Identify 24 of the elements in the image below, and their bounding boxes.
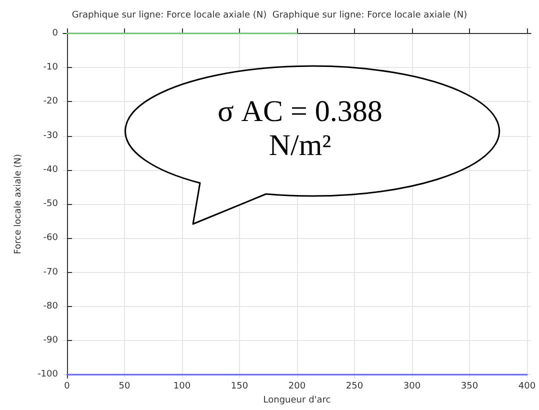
x-tick-label: 200: [288, 382, 306, 392]
y-tick-label: -50: [43, 199, 58, 210]
x-tick-label: 100: [173, 382, 191, 392]
y-tick-label: -10: [43, 62, 58, 73]
y-tick-label: -30: [43, 130, 58, 141]
x-axis-title: Longueur d'arc: [263, 396, 331, 406]
x-tick-label: 350: [460, 382, 478, 392]
y-tick-label: -40: [43, 164, 58, 175]
x-tick-label: 150: [230, 382, 248, 392]
y-tick-label: -100: [38, 370, 58, 380]
y-tick-label: -70: [43, 267, 58, 278]
y-axis-title: Force locale axiale (N): [14, 154, 24, 254]
y-tick-label: 0: [52, 28, 58, 38]
y-tick-label: -90: [43, 336, 58, 346]
x-tick-label: 250: [346, 382, 364, 392]
y-tick-label: -80: [43, 301, 58, 312]
x-tick-label: 300: [403, 382, 421, 392]
x-tick-label: 0: [64, 382, 70, 392]
x-tick-label: 50: [118, 382, 131, 392]
x-tick-label: 400: [518, 382, 536, 392]
y-tick-label: -60: [43, 233, 58, 244]
annotation: σ AC = 0.388 N/m²: [216, 95, 384, 163]
y-tick-label: -20: [43, 96, 58, 107]
chart-title: Graphique sur ligne: Force locale axiale (N) Graphique sur ligne: Force locale axiale (N): [72, 10, 468, 20]
